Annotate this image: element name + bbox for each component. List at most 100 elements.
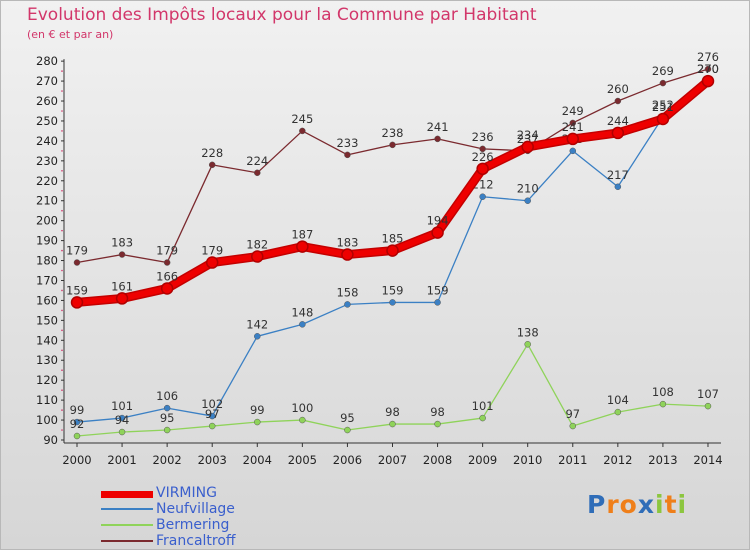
data-label-francaltroff-2003: 228 bbox=[201, 146, 223, 160]
data-label-neufvillage-2005: 148 bbox=[291, 305, 313, 319]
point-bermering-2009 bbox=[479, 414, 486, 422]
y-tick-label-140: 140 bbox=[36, 333, 58, 347]
data-label-virming-2013: 251 bbox=[652, 100, 674, 114]
y-tick-label-160: 160 bbox=[36, 293, 58, 307]
point-virming-2005 bbox=[296, 240, 309, 253]
y-tick-label-260: 260 bbox=[36, 94, 58, 108]
data-label-neufvillage-2004: 142 bbox=[246, 317, 268, 331]
point-virming-2010 bbox=[521, 140, 534, 154]
y-minor-tick bbox=[61, 90, 63, 92]
data-label-neufvillage-2007: 159 bbox=[382, 283, 404, 297]
data-label-neufvillage-2013: 252 bbox=[652, 98, 674, 112]
data-label-francaltroff-2009: 236 bbox=[472, 130, 494, 144]
data-label-francaltroff-2005: 245 bbox=[291, 112, 313, 126]
point-bermering-2007 bbox=[389, 420, 396, 428]
data-label-neufvillage-2001: 101 bbox=[111, 399, 133, 413]
point-francaltroff-2004 bbox=[254, 169, 261, 177]
point-neufvillage-2002 bbox=[163, 404, 171, 412]
point-virming-2013 bbox=[656, 112, 670, 126]
legend-swatch-virming bbox=[101, 491, 153, 498]
y-tick-label-230: 230 bbox=[36, 154, 58, 168]
point-virming-2002 bbox=[160, 282, 174, 295]
y-tick-label-110: 110 bbox=[36, 393, 58, 407]
x-tick-label-2000: 2000 bbox=[62, 453, 91, 467]
legend-label-bermering: Bermering bbox=[156, 517, 230, 533]
point-francaltroff-2012 bbox=[614, 97, 622, 105]
point-bermering-2012 bbox=[614, 408, 622, 416]
x-tick-label-2014: 2014 bbox=[693, 453, 722, 467]
point-neufvillage-2004 bbox=[254, 333, 261, 340]
data-label-bermering-2008: 98 bbox=[430, 405, 445, 419]
point-francaltroff-2007 bbox=[389, 141, 396, 149]
x-tick-label-2005: 2005 bbox=[288, 453, 317, 467]
point-francaltroff-2008 bbox=[434, 135, 441, 143]
logo-letter: o bbox=[619, 490, 638, 519]
x-tick-label-2001: 2001 bbox=[107, 453, 136, 467]
data-label-virming-2000: 159 bbox=[66, 283, 88, 297]
data-label-virming-2011: 241 bbox=[562, 120, 584, 134]
y-tick-label-90: 90 bbox=[43, 433, 58, 447]
x-tick-label-2003: 2003 bbox=[198, 453, 227, 467]
point-neufvillage-2007 bbox=[389, 299, 396, 306]
point-virming-2004 bbox=[251, 250, 264, 263]
legend-label-neufvillage: Neufvillage bbox=[156, 501, 235, 517]
y-minor-tick bbox=[61, 130, 63, 132]
data-label-bermering-2007: 98 bbox=[385, 405, 400, 419]
point-francaltroff-2009 bbox=[479, 145, 486, 153]
data-label-francaltroff-2008: 241 bbox=[427, 120, 449, 134]
y-tick-label-150: 150 bbox=[36, 313, 58, 327]
data-label-bermering-2001: 94 bbox=[115, 413, 130, 427]
data-label-virming-2010: 234 bbox=[517, 128, 539, 142]
data-label-francaltroff-2002: 179 bbox=[156, 244, 178, 258]
y-minor-tick bbox=[61, 409, 63, 411]
logo-letter: i bbox=[655, 490, 665, 519]
legend-swatch-bermering bbox=[101, 524, 153, 526]
point-neufvillage-2006 bbox=[344, 301, 351, 308]
point-bermering-2004 bbox=[254, 418, 261, 426]
point-neufvillage-2008 bbox=[434, 299, 441, 306]
y-tick-label-120: 120 bbox=[36, 373, 58, 387]
point-neufvillage-2003 bbox=[208, 412, 216, 420]
point-virming-2012 bbox=[611, 126, 625, 140]
point-bermering-2014 bbox=[704, 402, 712, 410]
data-label-bermering-2011: 97 bbox=[565, 407, 580, 421]
legend-swatch-neufvillage bbox=[101, 508, 153, 510]
point-francaltroff-2011 bbox=[569, 119, 577, 127]
data-label-francaltroff-2007: 238 bbox=[382, 126, 404, 140]
data-label-francaltroff-2013: 269 bbox=[652, 64, 674, 78]
data-label-bermering-2002: 95 bbox=[160, 411, 175, 425]
legend-swatch-francaltroff bbox=[101, 540, 153, 542]
y-minor-tick bbox=[61, 209, 63, 212]
data-label-virming-2002: 166 bbox=[156, 269, 178, 283]
data-label-virming-2006: 183 bbox=[336, 236, 358, 250]
point-neufvillage-2001 bbox=[118, 414, 126, 422]
legend-label-virming: VIRMING bbox=[156, 485, 217, 501]
point-bermering-2013 bbox=[659, 400, 667, 408]
data-label-francaltroff-2012: 260 bbox=[607, 82, 629, 96]
point-francaltroff-2002 bbox=[163, 259, 171, 266]
x-tick-label-2012: 2012 bbox=[603, 453, 632, 467]
data-label-francaltroff-2000: 179 bbox=[66, 244, 88, 258]
point-bermering-2006 bbox=[344, 426, 351, 434]
y-tick-label-130: 130 bbox=[36, 353, 58, 367]
y-minor-tick bbox=[61, 369, 63, 372]
y-minor-tick bbox=[61, 110, 63, 112]
logo-letter: P bbox=[587, 490, 607, 519]
point-virming-2008 bbox=[431, 226, 444, 239]
y-minor-tick bbox=[61, 349, 63, 352]
data-label-bermering-2014: 107 bbox=[697, 387, 719, 401]
data-label-virming-2007: 185 bbox=[382, 232, 404, 246]
data-label-bermering-2012: 104 bbox=[607, 393, 629, 407]
point-francaltroff-2005 bbox=[299, 127, 306, 135]
point-bermering-2002 bbox=[163, 426, 171, 434]
data-label-neufvillage-2002: 106 bbox=[156, 389, 178, 403]
y-tick-label-190: 190 bbox=[36, 234, 58, 248]
data-label-francaltroff-2001: 183 bbox=[111, 236, 133, 250]
y-tick-label-100: 100 bbox=[36, 413, 58, 427]
y-minor-tick bbox=[61, 429, 63, 431]
point-bermering-2003 bbox=[208, 422, 216, 430]
data-label-virming-2005: 187 bbox=[291, 228, 313, 242]
point-bermering-2008 bbox=[434, 420, 441, 428]
point-virming-2007 bbox=[386, 244, 399, 257]
